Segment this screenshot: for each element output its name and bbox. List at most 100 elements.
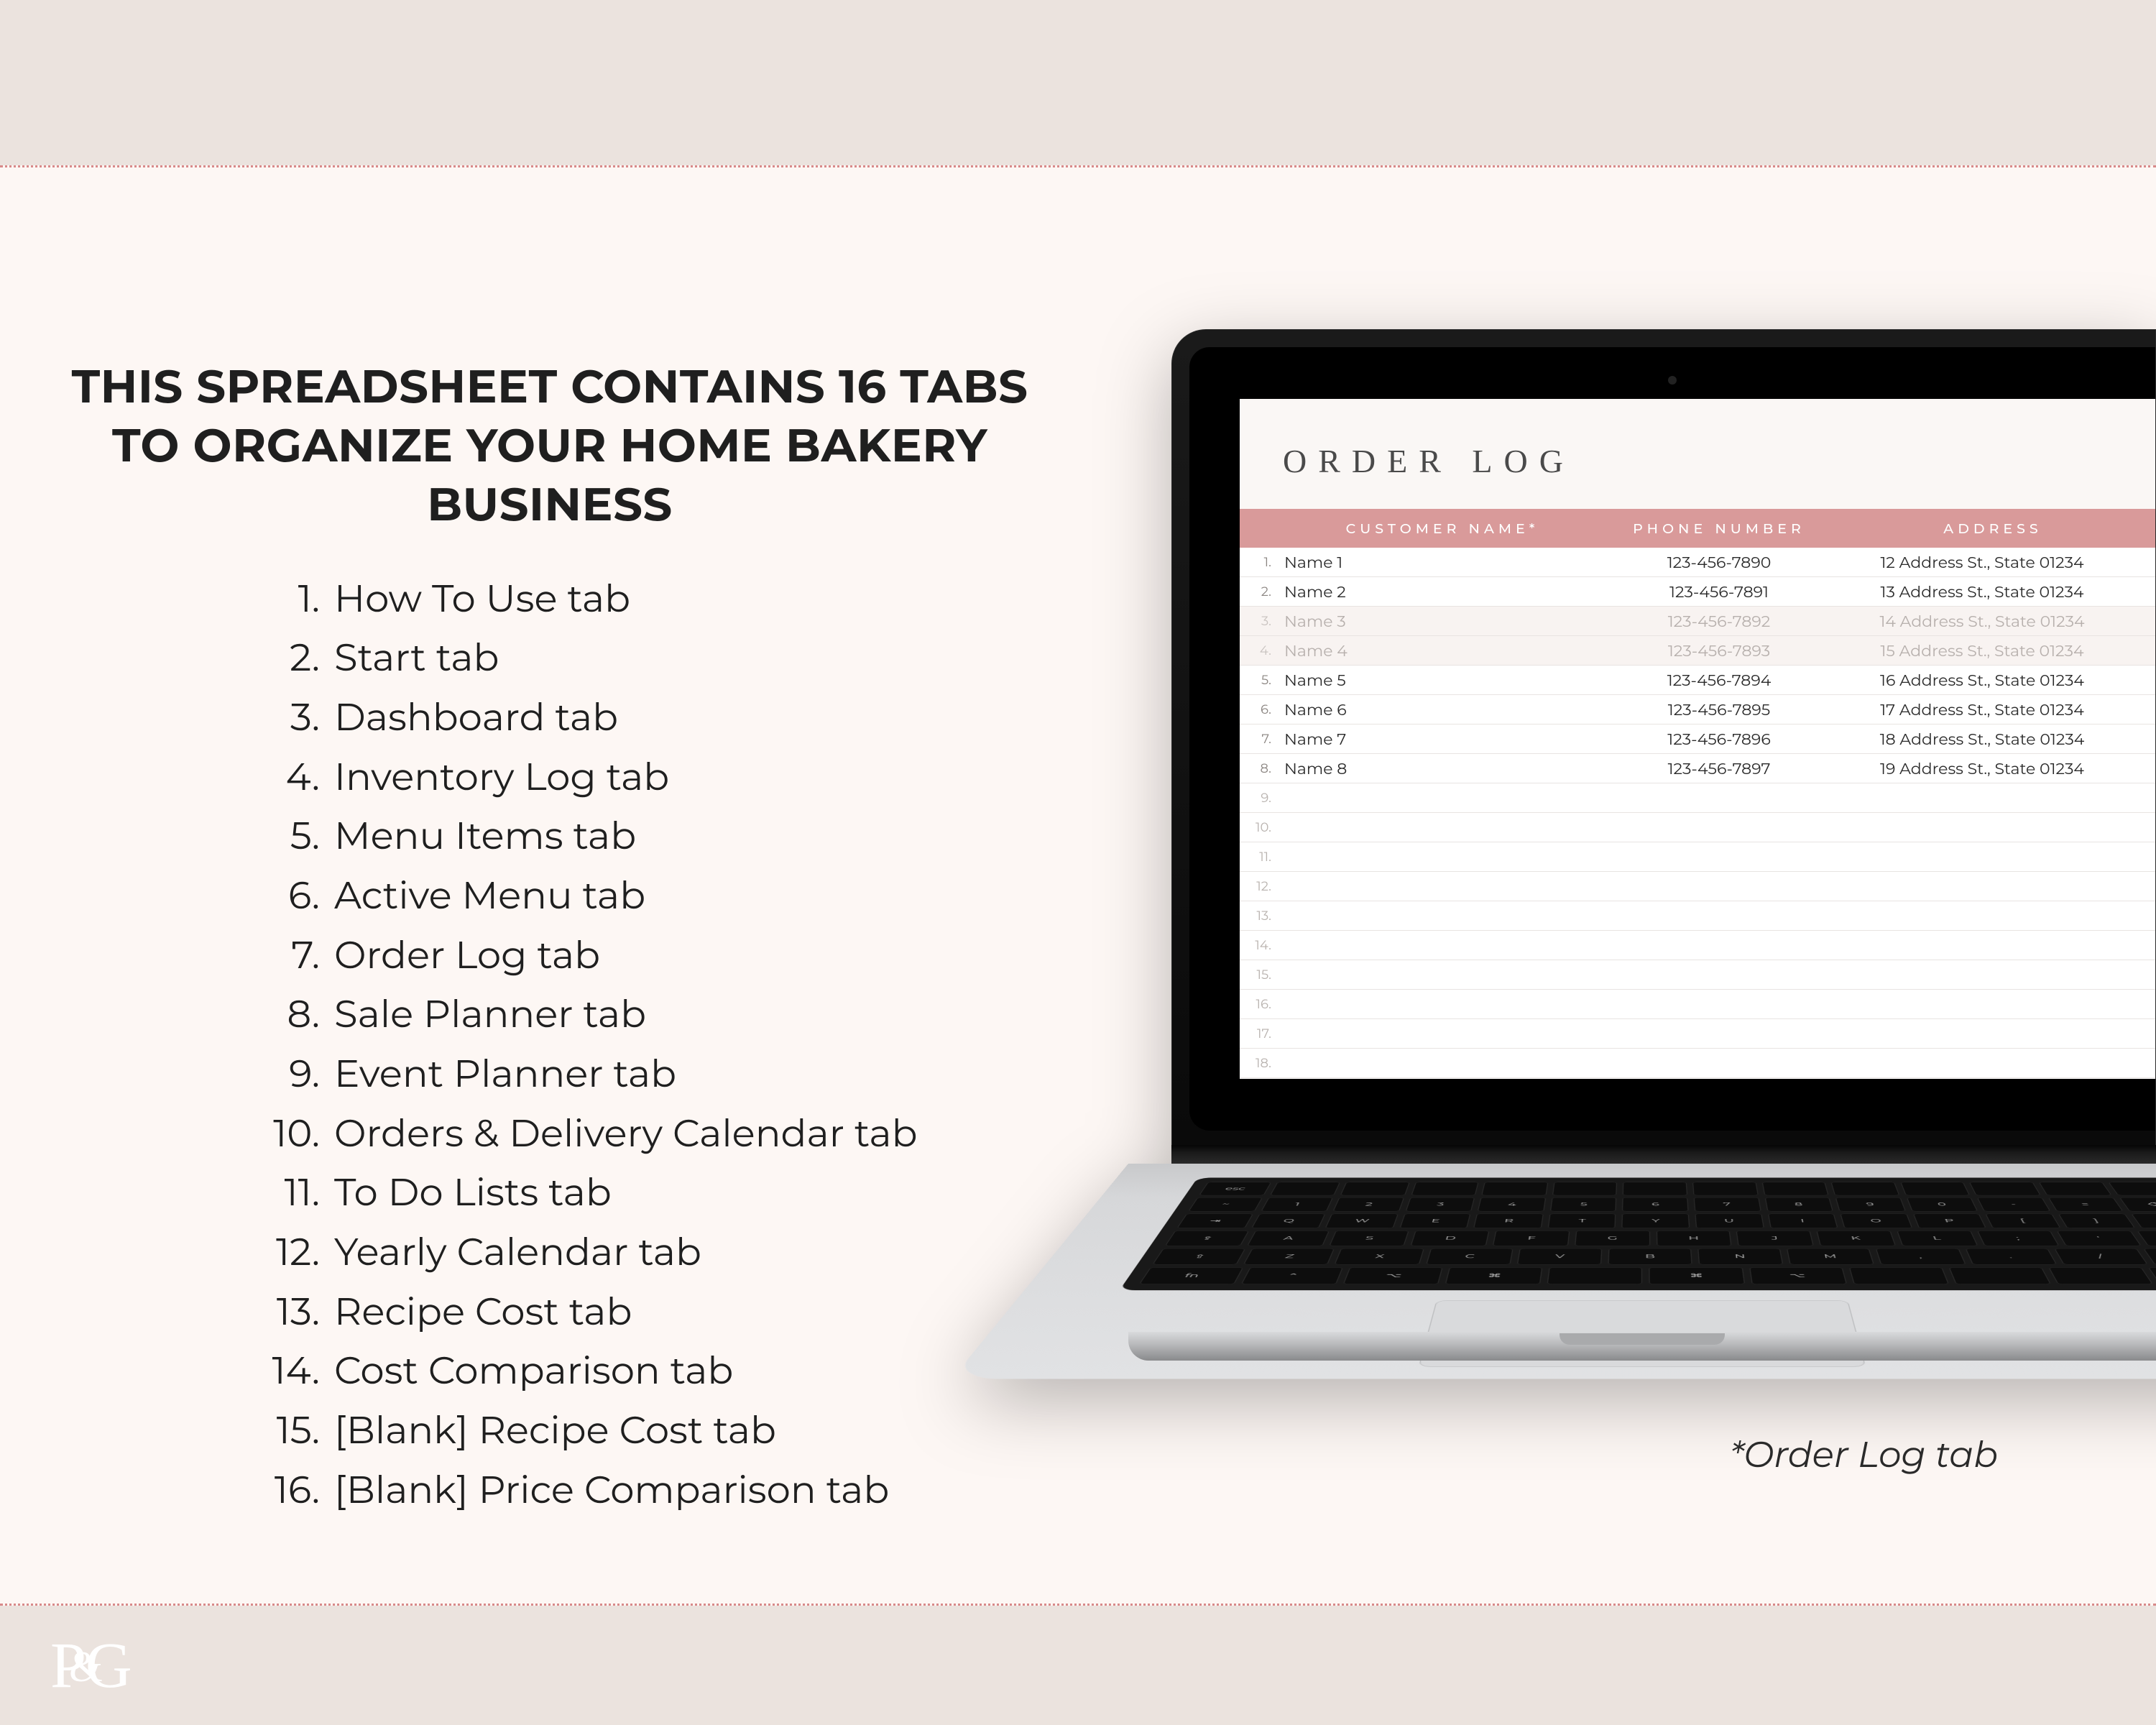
keyboard-key: 6 (1623, 1197, 1689, 1212)
keyboard-key: ' (2057, 1230, 2142, 1246)
table-row[interactable]: 4.Name 4123-456-789315 Address St., Stat… (1240, 636, 2155, 666)
keyboard-key (1340, 1182, 1410, 1196)
keyboard-key: ⌫ (2119, 1197, 2156, 1212)
laptop-screen: ORDER LOG CUSTOMER NAME* PHONE NUMBER AD… (1240, 399, 2155, 1079)
table-row[interactable]: 5.Name 5123-456-789416 Address St., Stat… (1240, 666, 2155, 695)
cell-phone-number[interactable]: 123-456-7897 (1608, 759, 1830, 778)
keyboard-key (1948, 1267, 2051, 1284)
row-number: 8. (1240, 760, 1277, 776)
row-number: 14. (1240, 937, 1277, 953)
table-row[interactable]: 1.Name 1123-456-789012 Address St., Stat… (1240, 548, 2155, 577)
row-number: 5. (1240, 672, 1277, 688)
table-row[interactable]: 18. (1240, 1049, 2155, 1078)
cell-phone-number[interactable]: 123-456-7893 (1608, 641, 1830, 661)
cell-customer-name[interactable]: Name 1 (1277, 553, 1608, 572)
keyboard-key (1547, 1267, 1643, 1284)
table-row[interactable]: 11. (1240, 842, 2155, 872)
cell-address[interactable]: 18 Address St., State 01234 (1830, 730, 2155, 749)
keyboard-key (1270, 1182, 1341, 1196)
table-row[interactable]: 14. (1240, 931, 2155, 960)
keyboard-key: C (1426, 1248, 1514, 1265)
keyboard-key: 0 (1907, 1197, 1978, 1212)
laptop-bezel: ORDER LOG CUSTOMER NAME* PHONE NUMBER AD… (1189, 347, 2155, 1131)
cell-address[interactable]: 17 Address St., State 01234 (1830, 700, 2155, 719)
cell-address[interactable]: 16 Address St., State 01234 (1830, 671, 2155, 690)
keyboard-row: ⇪ASDFGHJKL;'↵ (1165, 1230, 2156, 1246)
keyboard-key: ⌘ (1649, 1267, 1745, 1284)
cell-customer-name[interactable]: Name 7 (1277, 730, 1608, 749)
cell-phone-number[interactable]: 123-456-7895 (1608, 700, 1830, 719)
table-row[interactable]: 9. (1240, 783, 2155, 813)
cell-address[interactable]: 13 Address St., State 01234 (1830, 582, 2155, 602)
cell-phone-number[interactable]: 123-456-7890 (1608, 553, 1830, 572)
keyboard-key: = (2048, 1197, 2123, 1212)
table-row[interactable]: 10. (1240, 813, 2155, 842)
main-content: THIS SPREADSHEET CONTAINS 16 TABS TO ORG… (0, 167, 2156, 1604)
cell-phone-number[interactable]: 123-456-7891 (1608, 582, 1830, 602)
keyboard-key: - (1977, 1197, 2050, 1212)
keyboard-key: Y (1622, 1213, 1690, 1228)
row-number: 3. (1240, 613, 1277, 629)
cell-address[interactable]: 14 Address St., State 01234 (1830, 612, 2155, 631)
cell-address[interactable]: 19 Address St., State 01234 (1830, 759, 2155, 778)
cell-phone-number[interactable]: 123-456-7892 (1608, 612, 1830, 631)
keyboard-key (2039, 1182, 2111, 1196)
cell-address[interactable]: 15 Address St., State 01234 (1830, 641, 2155, 661)
logo-ampersand: & (69, 1643, 100, 1690)
keyboard-row: ~1234567890-=⌫ (1188, 1197, 2156, 1212)
row-number: 16. (1240, 996, 1277, 1012)
cell-customer-name[interactable]: Name 3 (1277, 612, 1608, 631)
keyboard-key: esc (1199, 1182, 1271, 1196)
table-row[interactable]: 3.Name 3123-456-789214 Address St., Stat… (1240, 607, 2155, 636)
keyboard-key: G (1575, 1230, 1650, 1246)
table-row[interactable]: 12. (1240, 872, 2155, 901)
cell-phone-number[interactable]: 123-456-7894 (1608, 671, 1830, 690)
keyboard-key: X (1335, 1248, 1424, 1265)
table-row[interactable]: 6.Name 6123-456-789517 Address St., Stat… (1240, 695, 2155, 724)
keyboard-key (1848, 1267, 1948, 1284)
table-row[interactable]: 7.Name 7123-456-789618 Address St., Stat… (1240, 724, 2155, 754)
cell-phone-number[interactable]: 123-456-7896 (1608, 730, 1830, 749)
keyboard-key: ; (1977, 1230, 2060, 1246)
keyboard-key: A (1247, 1230, 1330, 1246)
spreadsheet-title: ORDER LOG (1240, 399, 2155, 509)
keyboard-row: esc (1199, 1182, 2156, 1196)
keyboard-key: Q (1251, 1213, 1326, 1228)
table-row[interactable]: 13. (1240, 901, 2155, 931)
keyboard-key: M (1787, 1248, 1874, 1265)
keyboard-key: H (1656, 1230, 1731, 1246)
keyboard-key (1552, 1182, 1618, 1196)
table-row[interactable]: 19. (1240, 1078, 2155, 1079)
keyboard-key: L (1897, 1230, 1978, 1246)
tab-list-item: Event Planner tab (334, 1044, 1038, 1104)
cell-customer-name[interactable]: Name 8 (1277, 759, 1608, 778)
cell-customer-name[interactable]: Name 6 (1277, 700, 1608, 719)
cell-customer-name[interactable]: Name 5 (1277, 671, 1608, 690)
table-row[interactable]: 2.Name 2123-456-789113 Address St., Stat… (1240, 577, 2155, 607)
table-body: 1.Name 1123-456-789012 Address St., Stat… (1240, 548, 2155, 1079)
keyboard-key (2108, 1182, 2156, 1196)
cell-customer-name[interactable]: Name 2 (1277, 582, 1608, 602)
keyboard-key: 3 (1405, 1197, 1475, 1212)
tab-list-item: Start tab (334, 628, 1038, 688)
keyboard-key: ⌥ (1749, 1267, 1847, 1284)
keyboard-key: U (1695, 1213, 1764, 1228)
keyboard-key: / (2054, 1248, 2148, 1265)
screenshot-caption: *Order Log tab (1730, 1432, 1998, 1476)
keyboard-key (1482, 1182, 1549, 1196)
tab-list-item: Order Log tab (334, 926, 1038, 985)
keyboard-key: V (1516, 1248, 1602, 1265)
cell-customer-name[interactable]: Name 4 (1277, 641, 1608, 661)
keyboard-key: B (1608, 1248, 1692, 1265)
column-header-address: ADDRESS (1830, 520, 2155, 537)
cell-address[interactable]: 12 Address St., State 01234 (1830, 553, 2155, 572)
keyboard-key: ⌥ (1343, 1267, 1443, 1284)
table-row[interactable]: 17. (1240, 1019, 2155, 1049)
table-row[interactable]: 16. (1240, 990, 2155, 1019)
table-row[interactable]: 15. (1240, 960, 2155, 990)
table-row[interactable]: 8.Name 8123-456-789719 Address St., Stat… (1240, 754, 2155, 783)
keyboard-key: 1 (1261, 1197, 1333, 1212)
keyboard-key: 5 (1550, 1197, 1617, 1212)
tab-list: How To Use tabStart tabDashboard tabInve… (61, 569, 1038, 1520)
keyboard-key: ~ (1188, 1197, 1262, 1212)
